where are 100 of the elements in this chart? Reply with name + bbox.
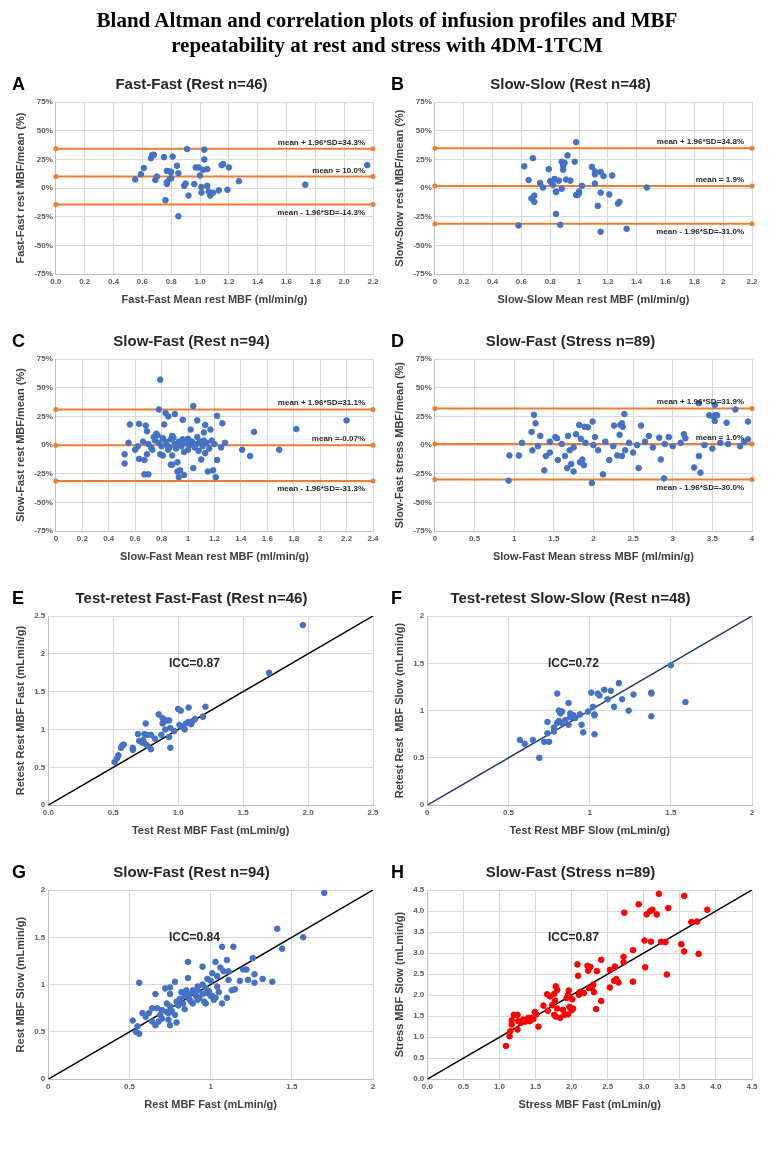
text: D xyxy=(391,331,404,352)
y-tick-label: 25% xyxy=(415,154,432,164)
y-tick-label: 0.5 xyxy=(34,1027,46,1037)
x-tick-label: 1.8 xyxy=(688,277,701,287)
x-axis-title: Fast-Fast Mean rest MBF (ml/min/g) xyxy=(121,293,308,306)
x-tick-label: 1.6 xyxy=(659,277,672,287)
y-tick-label: 1.5 xyxy=(413,1011,425,1021)
y-tick-label: 3.5 xyxy=(413,927,425,937)
chart-title: Slow-Slow (Rest n=48) xyxy=(490,75,651,93)
annotation: ICC=0.87 xyxy=(168,655,221,670)
ref-line-label: mean - 1.96*SD=-31.0% xyxy=(656,226,744,236)
x-tick-label: 2 xyxy=(591,534,597,544)
y-tick-label: 1 xyxy=(419,705,425,715)
y-tick-label: 25% xyxy=(36,411,53,421)
x-tick-label: 1.8 xyxy=(288,534,300,544)
x-tick-label: 2 xyxy=(720,277,726,287)
x-tick-label: 2.0 xyxy=(302,808,315,818)
x-tick-label: 0.4 xyxy=(486,277,499,287)
y-tick-label: 0 xyxy=(40,1074,46,1084)
x-tick-label: 1.5 xyxy=(286,1082,298,1092)
x-axis-title: Rest MBF Fast (mLmin/g) xyxy=(144,1098,278,1111)
y-axis-title: Retest Rest MBF Fast (mLmin/g) xyxy=(13,625,26,796)
x-tick-label: 2 xyxy=(317,534,323,544)
y-tick-label: 0% xyxy=(41,440,53,450)
y-axis-title: Retest Rest MBF Slow (mLmin/g) xyxy=(392,622,405,799)
chart-title: Slow-Fast (Rest n=94) xyxy=(113,332,270,350)
x-tick-label: 0.4 xyxy=(103,534,115,544)
x-tick-label: 1.5 xyxy=(548,534,560,544)
x-tick-label: 3.5 xyxy=(706,534,719,544)
y-tick-label: -25% xyxy=(34,469,53,478)
y-tick-label: 0% xyxy=(420,440,432,450)
x-tick-label: 0.0 xyxy=(50,277,62,287)
x-tick-label: 2 xyxy=(370,1082,376,1092)
y-tick-label: 4.5 xyxy=(413,885,425,895)
x-tick-label: 2.4 xyxy=(367,534,380,544)
y-tick-label: 1.5 xyxy=(34,932,46,942)
x-tick-label: 3.5 xyxy=(674,1082,686,1092)
y-tick-label: 75% xyxy=(36,97,53,107)
x-tick-label: 0.6 xyxy=(129,534,142,544)
x-axis-title: Stress MBF Fast (mLmin/g) xyxy=(518,1098,662,1111)
ref-line-label: mean - 1.96*SD=-30.0% xyxy=(656,482,744,492)
ref-line-label: mean = 10.0% xyxy=(312,165,365,175)
y-tick-label: 0.5 xyxy=(413,1053,425,1063)
text: Bland Altman and correlation plots of infusion profiles and MBF repeatability at rest and stress with 4DM-1TCM xyxy=(95,8,679,58)
y-tick-label: 2 xyxy=(40,649,46,659)
x-tick-label: 1.0 xyxy=(493,1082,506,1092)
y-tick-label: 0.0 xyxy=(413,1074,425,1084)
y-tick-label: 0 xyxy=(40,800,46,810)
y-tick-label: -50% xyxy=(34,497,53,507)
x-tick-label: 2.2 xyxy=(341,534,353,544)
x-tick-label: 1.4 xyxy=(631,277,643,287)
x-tick-label: 1 xyxy=(511,534,517,544)
x-axis-title: Slow-Fast Mean stress MBF (ml/min/g) xyxy=(492,550,695,563)
text: F xyxy=(391,588,402,609)
text: H xyxy=(391,862,404,883)
x-tick-label: 1.6 xyxy=(280,277,293,287)
x-tick-label: 1 xyxy=(587,808,593,818)
y-tick-label: 4.0 xyxy=(413,906,425,916)
text: B xyxy=(391,74,404,95)
ref-line-label: mean = 1.9% xyxy=(695,174,744,184)
x-tick-label: 1.4 xyxy=(235,534,247,544)
x-tick-label: 1 xyxy=(208,1082,214,1092)
y-tick-label: -75% xyxy=(34,526,53,536)
x-tick-label: 1.2 xyxy=(223,277,235,287)
y-tick-label: 75% xyxy=(415,354,432,364)
ref-line-label: mean - 1.96*SD=-14.3% xyxy=(277,207,365,217)
text: G xyxy=(12,862,27,883)
chart-title: Slow-Fast (Stress n=89) xyxy=(485,332,656,350)
x-tick-label: 3.0 xyxy=(638,1082,650,1092)
y-axis-title: Slow-Slow rest MBF/mean (%) xyxy=(392,109,405,267)
y-tick-label: 1.5 xyxy=(413,658,425,668)
x-tick-label: 1.2 xyxy=(208,534,221,544)
x-tick-label: 2.0 xyxy=(338,277,351,287)
annotation: ICC=0.72 xyxy=(547,655,600,670)
x-tick-label: 1.5 xyxy=(237,808,250,818)
x-tick-label: 0.4 xyxy=(107,277,120,287)
y-tick-label: 0 xyxy=(419,800,425,810)
x-tick-label: 0.8 xyxy=(544,277,557,287)
x-tick-label: 1.4 xyxy=(252,277,264,287)
x-tick-label: 0.6 xyxy=(515,277,528,287)
y-tick-label: 2.5 xyxy=(413,969,425,979)
y-tick-label: 75% xyxy=(415,97,432,107)
x-tick-label: 1.0 xyxy=(172,808,185,818)
y-axis-title: Fast-Fast rest MBF/mean (%) xyxy=(13,112,26,264)
y-tick-label: 3.0 xyxy=(413,948,425,958)
x-tick-label: 1.8 xyxy=(309,277,322,287)
x-tick-label: 2.2 xyxy=(746,277,759,287)
y-tick-label: -25% xyxy=(34,212,53,221)
ref-line-label: mean + 1.96*SD=34.3% xyxy=(277,137,365,147)
annotation: ICC=0.84 xyxy=(168,929,221,944)
x-tick-label: 2.5 xyxy=(367,808,380,818)
x-tick-label: 0.5 xyxy=(502,808,515,818)
x-tick-label: 0.2 xyxy=(79,277,91,287)
y-tick-label: -50% xyxy=(413,240,432,250)
y-axis-title: Slow-Fast rest MBF/mean (%) xyxy=(13,367,26,523)
chart-title: Slow-Fast (Rest n=94) xyxy=(113,863,270,881)
x-tick-label: 0.5 xyxy=(468,534,481,544)
y-tick-label: -25% xyxy=(413,212,432,221)
x-tick-label: 0.5 xyxy=(107,808,120,818)
y-tick-label: -75% xyxy=(413,269,432,279)
